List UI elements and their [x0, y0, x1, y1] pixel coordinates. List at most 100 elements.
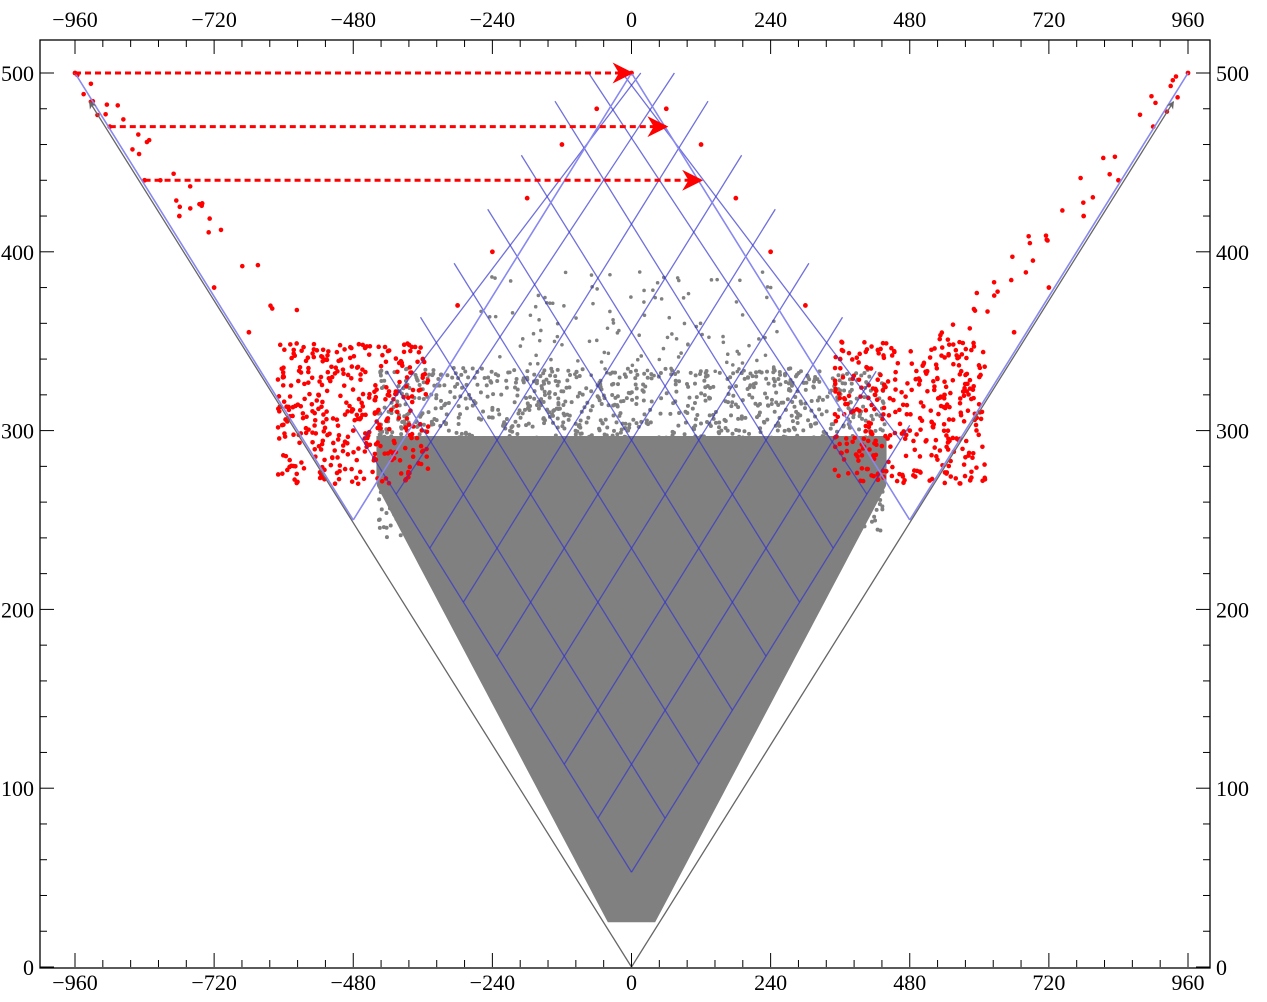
data-point-gray	[826, 499, 831, 504]
data-point-red	[837, 395, 843, 401]
data-point-gray	[428, 512, 433, 517]
lattice-line	[496, 208, 776, 657]
data-point-red	[206, 230, 211, 235]
data-point-gray	[731, 522, 736, 527]
data-point-red	[88, 81, 94, 87]
data-point-gray	[533, 304, 538, 309]
y-tick-label-right: 0	[1216, 955, 1227, 980]
data-point-red	[300, 411, 306, 416]
data-point-gray	[700, 495, 705, 500]
data-point-gray	[635, 490, 640, 495]
data-point-gray	[785, 446, 790, 451]
data-point-gray	[709, 496, 714, 501]
data-point-gray	[644, 418, 649, 423]
data-point-gray	[486, 415, 491, 420]
data-point-gray	[468, 520, 473, 525]
data-point-gray	[821, 434, 826, 439]
data-point-gray	[532, 372, 537, 377]
data-point-gray	[825, 459, 830, 464]
data-point-gray	[661, 346, 666, 351]
data-point-gray	[685, 403, 690, 408]
data-point-gray	[862, 370, 867, 375]
data-point-gray	[615, 331, 620, 335]
data-point-gray	[588, 408, 593, 413]
data-point-red	[957, 400, 963, 406]
data-point-gray	[672, 526, 677, 531]
data-point-gray	[539, 328, 543, 333]
data-point-gray	[681, 296, 686, 300]
data-point-gray	[606, 522, 611, 527]
data-point-red	[345, 434, 351, 440]
data-point-gray	[611, 413, 616, 418]
data-point-gray	[377, 525, 382, 530]
data-point-gray	[613, 486, 618, 491]
data-point-gray	[508, 507, 513, 512]
data-point-red	[268, 303, 273, 309]
data-point-red	[875, 347, 881, 353]
data-point-gray	[654, 441, 659, 446]
lattice-line	[362, 72, 642, 441]
data-point-red	[409, 394, 415, 399]
data-point-gray	[376, 517, 381, 522]
data-point-gray	[807, 497, 812, 502]
data-point-gray	[605, 437, 610, 442]
data-point-gray	[724, 465, 729, 470]
x-tick-label-top: 720	[1032, 7, 1065, 32]
data-point-gray	[845, 514, 850, 519]
data-point-red	[953, 476, 959, 481]
data-point-gray	[711, 478, 716, 483]
data-point-red	[854, 470, 860, 476]
data-point-gray	[378, 433, 383, 438]
data-point-red	[963, 455, 968, 460]
data-point-gray	[641, 487, 646, 492]
data-point-gray	[738, 509, 743, 514]
data-point-gray	[704, 511, 709, 516]
data-point-gray	[563, 399, 568, 404]
data-point-red	[891, 397, 896, 403]
data-point-red	[287, 457, 292, 463]
data-point-gray	[388, 523, 393, 528]
data-point-red	[349, 466, 354, 472]
data-point-gray	[730, 431, 735, 436]
data-point-red	[342, 412, 348, 417]
boundary-line	[630, 72, 911, 521]
data-point-gray	[870, 417, 875, 422]
data-point-red	[384, 385, 389, 390]
data-point-gray	[771, 522, 776, 527]
data-point-gray	[542, 452, 547, 457]
data-point-red	[372, 410, 378, 415]
data-point-gray	[456, 505, 461, 510]
data-point-gray	[430, 373, 435, 378]
data-point-red	[881, 405, 887, 411]
data-point-red	[301, 466, 307, 471]
data-point-red	[836, 391, 842, 396]
data-point-red	[287, 394, 293, 399]
data-point-gray	[481, 409, 486, 414]
data-point-red	[333, 365, 339, 371]
data-point-gray	[789, 383, 794, 388]
data-point-gray	[741, 506, 746, 511]
data-point-gray	[737, 434, 742, 439]
data-point-gray	[719, 485, 724, 490]
data-point-red	[382, 344, 388, 350]
data-point-gray	[618, 474, 623, 479]
data-point-red	[130, 147, 135, 152]
data-point-gray	[682, 470, 687, 475]
data-point-gray	[781, 434, 786, 439]
data-point-gray	[405, 524, 410, 529]
data-point-gray	[842, 486, 847, 491]
data-point-gray	[573, 428, 578, 433]
data-point-gray	[610, 535, 615, 540]
data-point-red	[859, 466, 865, 471]
data-point-red	[282, 431, 287, 436]
data-point-gray	[668, 411, 673, 416]
x-tick-label-bottom: 240	[754, 970, 787, 995]
data-point-gray	[772, 409, 777, 414]
data-point-gray	[682, 531, 687, 536]
data-point-gray	[413, 372, 418, 377]
x-tick-label-top: 240	[754, 7, 787, 32]
data-point-gray	[859, 373, 864, 378]
data-point-red	[991, 280, 997, 285]
data-point-gray	[721, 469, 726, 474]
data-point-gray	[787, 428, 792, 433]
